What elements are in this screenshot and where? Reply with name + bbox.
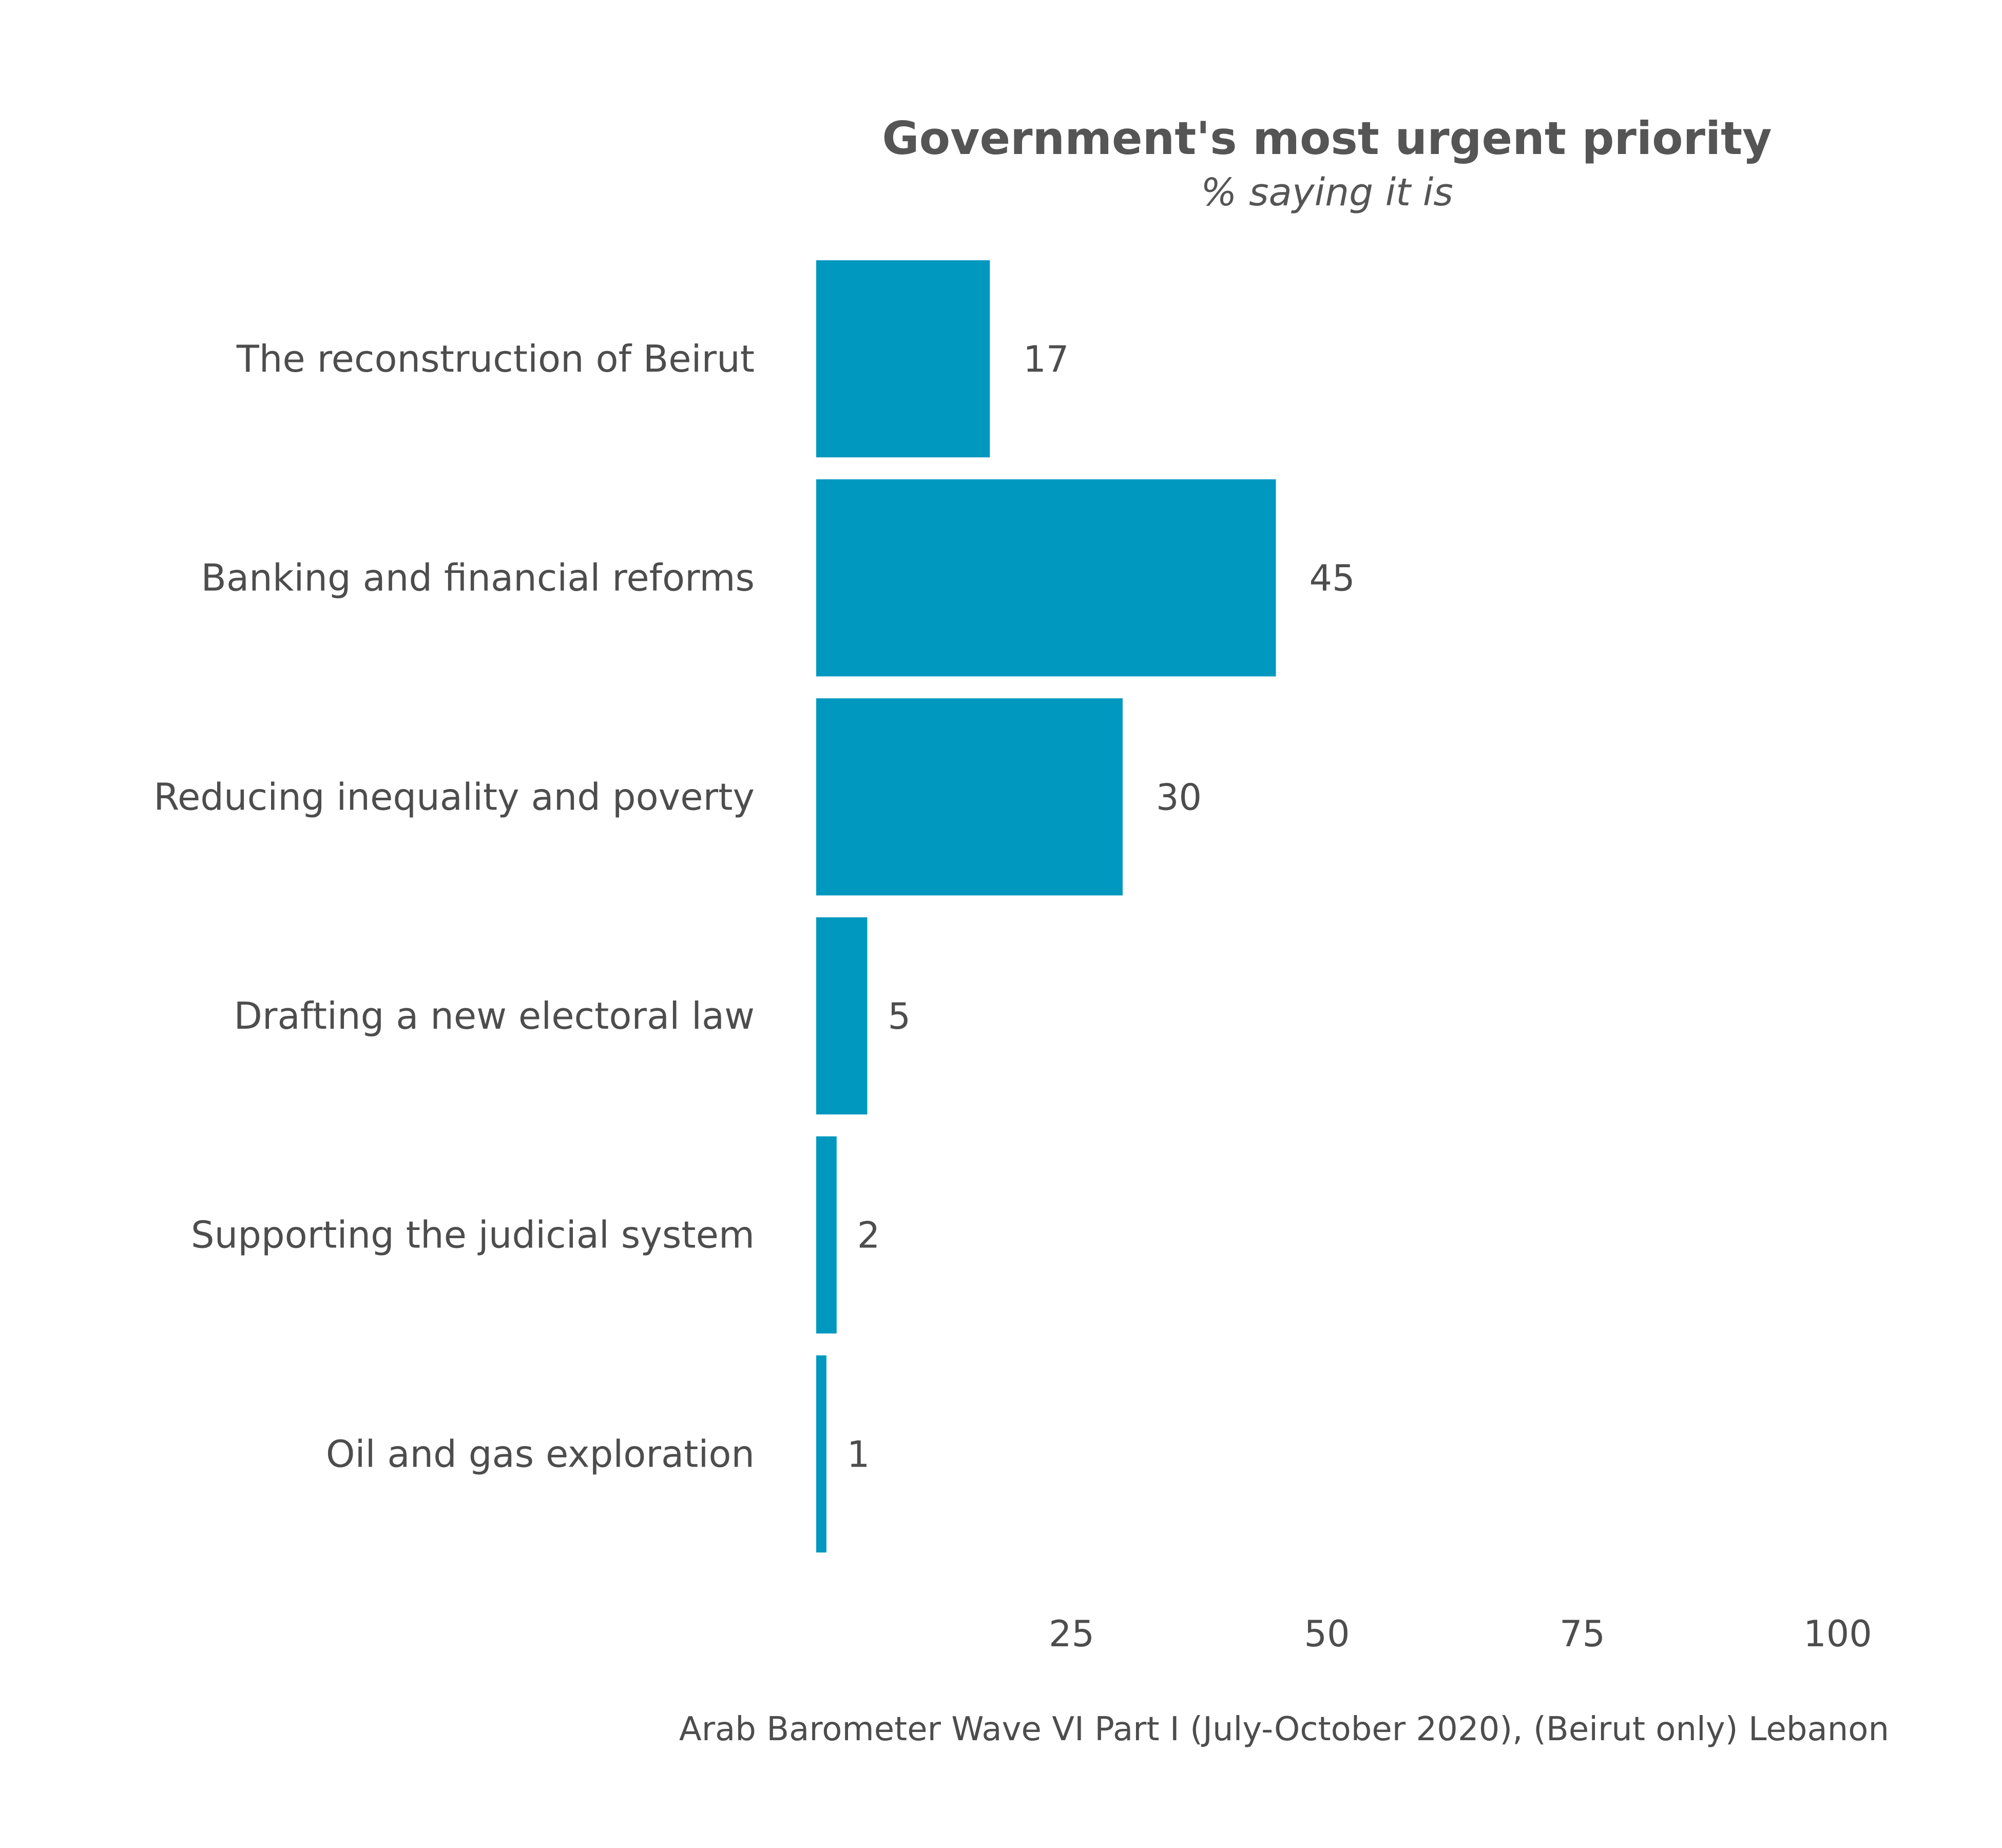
bar (816, 698, 1123, 896)
category-label: The reconstruction of Beirut (236, 337, 755, 380)
bar (816, 479, 1276, 677)
data-label: 45 (1310, 557, 1355, 600)
x-axis-ticks: 25 50 75 100 (1049, 1613, 1872, 1655)
chart-title: Government's most urgent priority (882, 112, 1772, 165)
bar (816, 917, 868, 1114)
bar (816, 260, 990, 457)
x-tick-label: 100 (1803, 1613, 1872, 1655)
chart-caption: Arab Barometer Wave VI Part I (July-Octo… (679, 1710, 1889, 1748)
data-label: 2 (857, 1215, 880, 1257)
chart-subtitle: % saying it is (1201, 170, 1453, 215)
bars-group: The reconstruction of Beirut 17 Banking an… (153, 260, 1355, 1553)
data-label: 30 (1156, 776, 1202, 818)
category-label: Drafting a new electoral law (234, 994, 755, 1037)
data-label: 17 (1023, 338, 1069, 380)
x-tick-label: 50 (1304, 1613, 1350, 1655)
data-label: 5 (888, 995, 911, 1037)
bar (816, 1355, 826, 1553)
category-label: Supporting the judicial system (191, 1214, 755, 1257)
category-label: Oil and gas exploration (326, 1432, 755, 1475)
category-label: Banking and financial reforms (201, 556, 755, 600)
x-tick-label: 25 (1049, 1613, 1094, 1655)
category-label: Reducing inequality and poverty (153, 775, 755, 818)
data-label: 1 (847, 1433, 870, 1475)
x-tick-label: 75 (1560, 1613, 1605, 1655)
bar (816, 1136, 837, 1334)
